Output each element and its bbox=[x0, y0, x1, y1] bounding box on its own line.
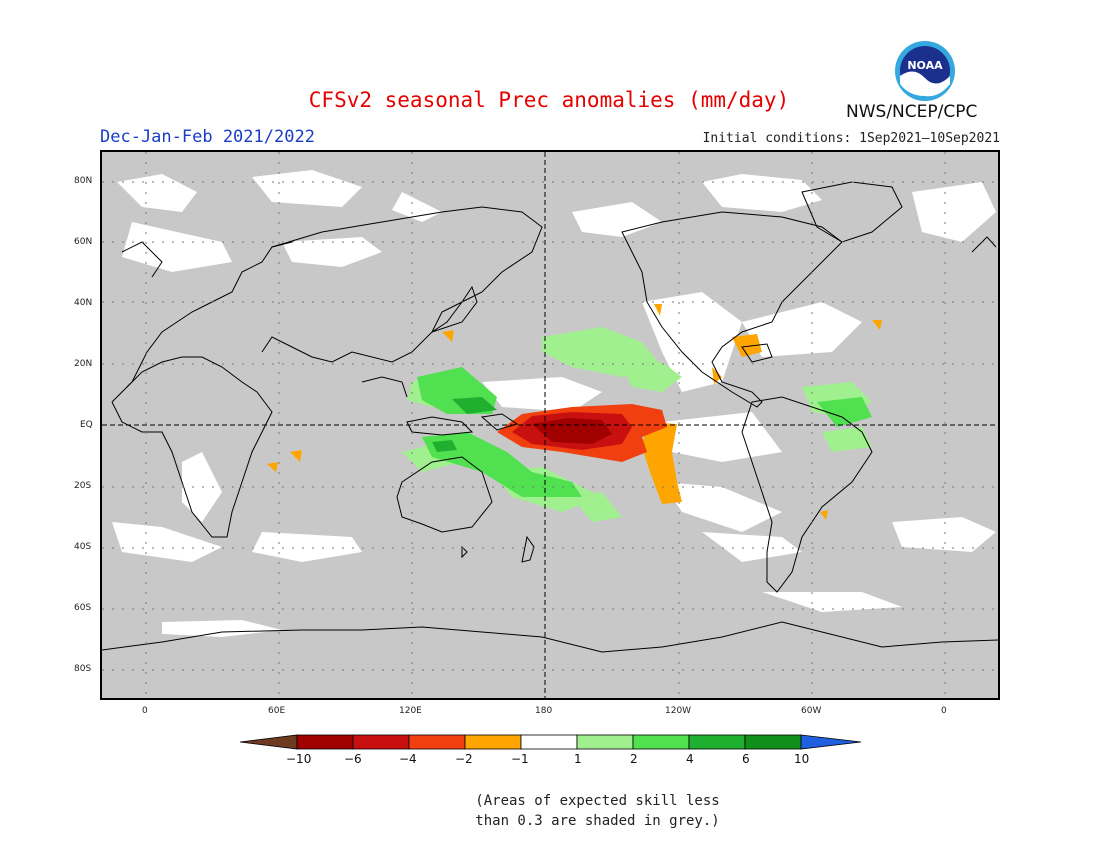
lon-label-0-west: 0 bbox=[142, 706, 148, 716]
chart-title: CFSv2 seasonal Prec anomalies (mm/day) bbox=[308, 88, 790, 112]
legend-swatch bbox=[296, 734, 354, 750]
legend-tick: 1 bbox=[574, 752, 582, 766]
legend-tick: 4 bbox=[686, 752, 694, 766]
lon-label-0-east: 0 bbox=[941, 706, 947, 716]
dry-anomaly-orange bbox=[267, 304, 882, 520]
skill-note-line1: (Areas of expected skill less bbox=[475, 793, 720, 809]
legend-tick: 2 bbox=[630, 752, 638, 766]
lat-label-80s: 80S bbox=[74, 664, 92, 674]
legend-swatch bbox=[464, 734, 522, 750]
lat-label-eq: EQ bbox=[80, 420, 93, 430]
map-canvas bbox=[102, 152, 998, 698]
legend-swatch bbox=[352, 734, 410, 750]
legend-tick: 6 bbox=[742, 752, 750, 766]
lat-label-80n: 80N bbox=[74, 176, 93, 186]
season-label: Dec-Jan-Feb 2021/2022 bbox=[100, 127, 315, 147]
color-legend bbox=[240, 734, 862, 750]
legend-swatch-extreme-wet bbox=[800, 734, 862, 750]
lon-label-120e: 120E bbox=[399, 706, 422, 716]
legend-tick: −4 bbox=[399, 752, 417, 766]
coastlines bbox=[102, 181, 998, 653]
equator-dateline bbox=[102, 152, 998, 698]
lat-label-40s: 40S bbox=[74, 542, 92, 552]
wet-anomaly-dark bbox=[432, 397, 497, 452]
near-normal-areas bbox=[112, 170, 996, 637]
legend-swatch bbox=[688, 734, 746, 750]
noaa-logo-icon: NOAA bbox=[895, 41, 955, 101]
lat-label-60s: 60S bbox=[74, 603, 92, 613]
legend-tick: −2 bbox=[455, 752, 473, 766]
legend-tick: 10 bbox=[794, 752, 810, 766]
legend-swatch bbox=[576, 734, 634, 750]
skill-note-line2: than 0.3 are shaded in grey.) bbox=[475, 813, 720, 829]
legend-tick: −6 bbox=[344, 752, 362, 766]
lon-label-180: 180 bbox=[535, 706, 553, 716]
legend-tick: −10 bbox=[286, 752, 312, 766]
precip-anomaly-map bbox=[100, 150, 1000, 700]
lon-label-60e: 60E bbox=[268, 706, 286, 716]
lat-label-20n: 20N bbox=[74, 359, 93, 369]
lon-label-120w: 120W bbox=[665, 706, 692, 716]
legend-tick: −1 bbox=[511, 752, 529, 766]
agency-label: NWS/NCEP/CPC bbox=[846, 102, 978, 122]
lat-lon-grid bbox=[102, 152, 998, 698]
legend-swatch bbox=[408, 734, 466, 750]
lat-label-60n: 60N bbox=[74, 237, 93, 247]
legend-swatch bbox=[632, 734, 690, 750]
lon-label-60w: 60W bbox=[801, 706, 822, 716]
lat-label-20s: 20S bbox=[74, 481, 92, 491]
lat-label-40n: 40N bbox=[74, 298, 93, 308]
initial-conditions: Initial conditions: 1Sep2021—10Sep2021 bbox=[702, 131, 1000, 146]
legend-swatch bbox=[744, 734, 802, 750]
legend-swatch-extreme-dry bbox=[240, 734, 298, 750]
legend-swatch bbox=[520, 734, 578, 750]
svg-text:NOAA: NOAA bbox=[907, 59, 943, 72]
